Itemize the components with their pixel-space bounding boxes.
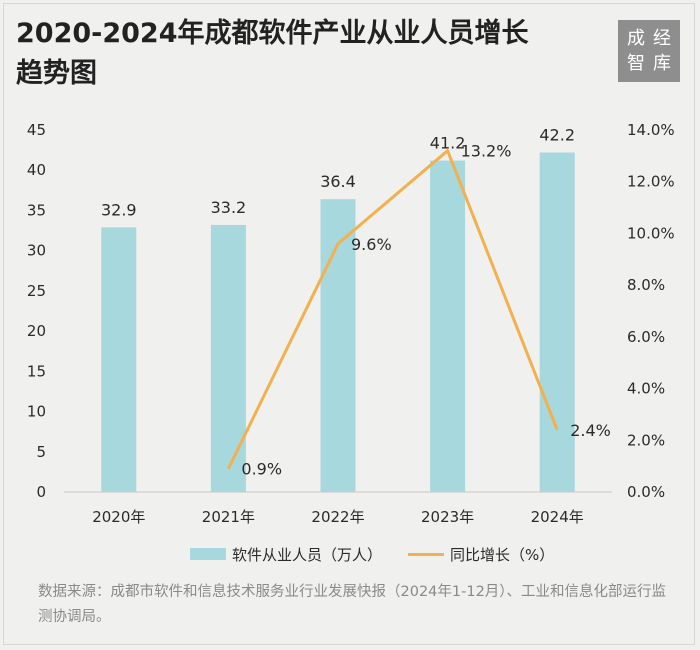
line-data-label: 2.4% [570, 421, 611, 440]
legend: 软件从业人员（万人） 同比增长（%） [0, 540, 700, 568]
logo-char: 库 [653, 52, 671, 74]
y-left-tick-label: 5 [36, 443, 46, 461]
y-left-tick-label: 45 [27, 121, 46, 139]
logo-char: 经 [653, 27, 671, 49]
logo-char: 智 [627, 52, 645, 74]
bar-data-label: 42.2 [539, 126, 575, 145]
y-left-tick-label: 30 [27, 242, 46, 260]
y-left-tick-label: 20 [27, 322, 46, 340]
legend-bar-label: 软件从业人员（万人） [232, 545, 383, 564]
line-data-label: 13.2% [461, 142, 512, 161]
y-left-tick-label: 15 [27, 362, 46, 380]
x-tick-label: 2024年 [531, 508, 584, 526]
x-tick-label: 2022年 [311, 508, 364, 526]
y-right-tick-label: 4.0% [627, 380, 665, 398]
legend-item-bar: 软件从业人员（万人） [190, 540, 382, 568]
y-left-tick-label: 35 [27, 201, 46, 219]
title-line-2: 趋势图 [16, 58, 97, 89]
bar-data-label: 32.9 [101, 200, 137, 219]
x-tick-label: 2020年 [92, 508, 145, 526]
y-right-tick-label: 0.0% [627, 483, 665, 501]
line-data-label: 9.6% [351, 235, 392, 254]
y-left-tick-label: 40 [27, 161, 46, 179]
y-right-tick-label: 12.0% [627, 173, 675, 191]
bar [430, 160, 466, 492]
y-right-tick-label: 6.0% [627, 328, 665, 346]
y-right-tick-label: 8.0% [627, 276, 665, 294]
brand-logo: 成 经 智 库 [618, 20, 680, 82]
x-tick-label: 2023年 [421, 508, 474, 526]
bar-data-label: 33.2 [211, 198, 247, 217]
y-right-tick-label: 2.0% [627, 431, 665, 449]
y-right-tick-label: 10.0% [627, 224, 675, 242]
title-line-1: 2020-2024年成都软件产业从业人员增长 [16, 18, 529, 49]
y-right-tick-label: 14.0% [627, 121, 675, 139]
combo-chart: 0 5 10 15 20 25 30 35 40 45 0.0% 2.0% 4.0% 6.0% 8.0% 10… [27, 121, 675, 526]
chart-title: 2020-2024年成都软件产业从业人员增长 趋势图 [16, 14, 529, 94]
logo-char: 成 [627, 27, 645, 49]
bar [210, 224, 246, 492]
y-left-tick-label: 25 [27, 282, 46, 300]
source-note: 数据来源：成都市软件和信息技术服务业行业发展快报（2024年1-12月）、工业和… [38, 584, 667, 625]
line-data-label: 0.9% [241, 460, 282, 479]
bar [320, 199, 356, 492]
growth-line [227, 149, 559, 470]
bar-data-label: 36.4 [320, 172, 356, 191]
legend-line-swatch [408, 552, 444, 556]
legend-bar-swatch [190, 548, 226, 560]
bar [539, 152, 575, 492]
bar [101, 227, 137, 493]
chart-frame [3, 3, 695, 645]
bar-data-label: 41.2 [430, 134, 466, 153]
x-tick-label: 2021年 [202, 508, 255, 526]
y-left-tick-label: 0 [36, 483, 46, 501]
y-left-tick-label: 10 [27, 403, 46, 421]
legend-line-label: 同比增长（%） [450, 545, 555, 564]
legend-item-line: 同比增长（%） [408, 540, 554, 568]
